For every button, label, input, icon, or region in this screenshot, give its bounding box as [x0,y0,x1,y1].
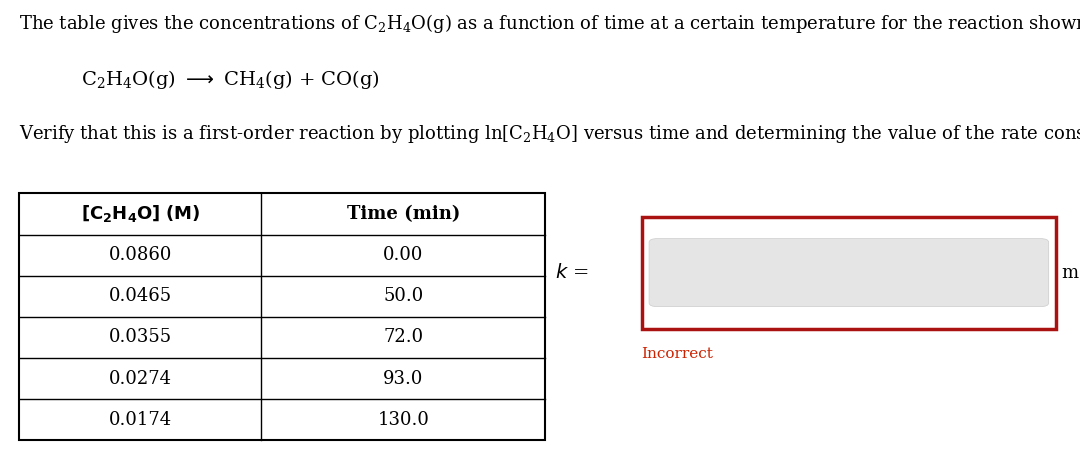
Text: m: m [1062,264,1079,281]
Text: 50.0: 50.0 [383,288,423,305]
Text: Incorrect: Incorrect [642,347,714,361]
Text: 0.0355: 0.0355 [109,329,172,346]
Text: 0.0274: 0.0274 [109,370,172,388]
Text: $\bf{[C_2H_4O]}$ $\bf{(M)}$: $\bf{[C_2H_4O]}$ $\bf{(M)}$ [81,204,200,225]
Text: 93.0: 93.0 [383,370,423,388]
Bar [642,217,1056,329]
Text: 72.0: 72.0 [383,329,423,346]
Text: Time (min): Time (min) [347,205,460,223]
Text: 130.0: 130.0 [377,411,430,429]
Text: The table gives the concentrations of $\mathregular{C_2H_4O(g)}$ as a function o: The table gives the concentrations of $\… [19,12,1080,34]
Text: 0.0860: 0.0860 [109,246,172,264]
Text: Verify that this is a first-order reaction by plotting $\mathregular{ln[C_2H_4O]: Verify that this is a first-order reacti… [19,123,1080,145]
Text: 0.0465: 0.0465 [109,288,172,305]
Text: $\mathregular{C_2H_4O(g)}$ $\longrightarrow$ $\mathregular{CH_4(g)}$ + CO(g): $\mathregular{C_2H_4O(g)}$ $\longrightar… [81,68,380,90]
Text: 0.0174: 0.0174 [109,411,172,429]
Text: 0.00: 0.00 [383,246,423,264]
FancyBboxPatch shape [649,239,1049,307]
Text: $k$ =: $k$ = [555,263,589,282]
Bar [19,193,545,440]
